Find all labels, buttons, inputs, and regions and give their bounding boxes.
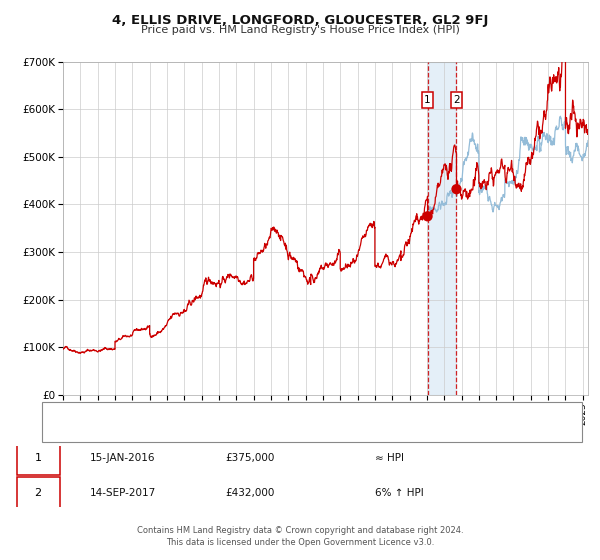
Text: £432,000: £432,000: [225, 488, 274, 498]
Text: 1: 1: [34, 454, 41, 464]
Text: 1: 1: [424, 95, 431, 105]
Text: 2: 2: [453, 95, 460, 105]
Text: £375,000: £375,000: [225, 454, 274, 464]
Text: 15-JAN-2016: 15-JAN-2016: [90, 454, 155, 464]
Text: Price paid vs. HM Land Registry's House Price Index (HPI): Price paid vs. HM Land Registry's House …: [140, 25, 460, 35]
Text: Contains HM Land Registry data © Crown copyright and database right 2024.: Contains HM Land Registry data © Crown c…: [137, 526, 463, 535]
Text: 6% ↑ HPI: 6% ↑ HPI: [375, 488, 424, 498]
Point: [452, 185, 461, 194]
Text: This data is licensed under the Open Government Licence v3.0.: This data is licensed under the Open Gov…: [166, 538, 434, 547]
Text: 14-SEP-2017: 14-SEP-2017: [90, 488, 156, 498]
Text: ≈ HPI: ≈ HPI: [375, 454, 404, 464]
Point: [423, 212, 433, 221]
FancyBboxPatch shape: [17, 477, 60, 510]
Text: HPI: Average price, detached house, Tewkesbury: HPI: Average price, detached house, Tewk…: [83, 428, 320, 438]
FancyBboxPatch shape: [17, 442, 60, 475]
Text: 4, ELLIS DRIVE, LONGFORD, GLOUCESTER, GL2 9FJ (detached house): 4, ELLIS DRIVE, LONGFORD, GLOUCESTER, GL…: [83, 408, 420, 418]
Bar: [428, 62, 457, 395]
Text: 2: 2: [34, 488, 41, 498]
Text: 4, ELLIS DRIVE, LONGFORD, GLOUCESTER, GL2 9FJ: 4, ELLIS DRIVE, LONGFORD, GLOUCESTER, GL…: [112, 14, 488, 27]
